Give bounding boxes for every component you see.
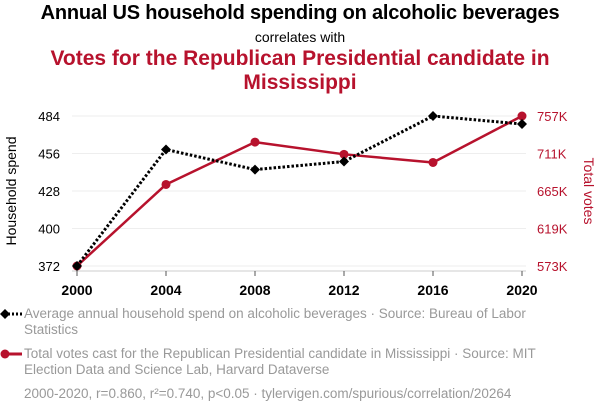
x-axis-ticks: 2000 2004 2008 2012 2016 2020: [61, 271, 538, 298]
y-right-tick-label: 757K: [537, 109, 568, 124]
grid-lines: [72, 115, 526, 267]
y-right-tick-label: 573K: [537, 259, 568, 274]
y-left-tick-label: 372: [38, 259, 60, 274]
x-tick-label: 2016: [417, 282, 448, 298]
votes-point: [161, 179, 171, 189]
chart-area: 2000 2004 2008 2012 2016 2020 372 400 428 456 484…: [3, 109, 597, 298]
x-tick-label: 2004: [150, 282, 181, 298]
y-right-tick-label: 711K: [537, 147, 567, 162]
x-tick-label: 2020: [506, 282, 537, 298]
legend-item-votes: Total votes cast for the Republican Pres…: [0, 346, 544, 378]
legend-diamond-dotted-icon: [0, 309, 22, 319]
household-spend-line: [75, 114, 523, 267]
household-spend-point: [161, 144, 171, 155]
household-spend-point: [339, 156, 349, 167]
y-axis-right-ticks: 573K 619K 665K 711K 757K: [537, 109, 568, 274]
votes-point: [428, 157, 438, 167]
x-tick-label: 2012: [328, 282, 359, 298]
y-left-tick-label: 484: [38, 109, 60, 124]
y-left-tick-label: 400: [38, 222, 60, 237]
chart-title: Annual US household spending on alcoholi…: [40, 2, 560, 24]
household-spend-point: [72, 261, 82, 271]
chart-footer: 2000-2020, r=0.860, r²=0.740, p<0.05 · t…: [24, 386, 512, 401]
household-spend-point: [428, 111, 438, 121]
y-right-tick-label: 619K: [537, 222, 568, 237]
y-axis-left-label: Household spend: [3, 137, 19, 246]
chart-subtitle: correlates with: [254, 29, 346, 45]
legend-item-household-spend: Average annual household spend on alcoho…: [0, 306, 544, 338]
votes-line: [76, 114, 523, 267]
y-axis-right-label: Total votes: [581, 158, 597, 225]
votes-point: [250, 137, 260, 147]
legend-label-votes: Total votes cast for the Republican Pres…: [24, 346, 536, 377]
y-axis-left-ticks: 372 400 428 456 484: [38, 109, 60, 274]
x-tick-label: 2000: [61, 282, 92, 298]
y-right-tick-label: 665K: [537, 184, 568, 199]
household-spend-point: [250, 164, 260, 175]
y-left-tick-label: 456: [38, 147, 60, 162]
series-household-spend: [72, 111, 527, 271]
legend-label-household-spend: Average annual household spend on alcoho…: [24, 306, 526, 337]
votes-point: [339, 149, 349, 159]
chart-title-secondary: Votes for the Republican Presidential ca…: [50, 47, 550, 94]
x-tick-label: 2008: [239, 282, 270, 298]
votes-point: [517, 111, 527, 121]
y-left-tick-label: 428: [38, 184, 60, 199]
legend-circle-line-icon: [0, 349, 22, 359]
household-spend-point: [517, 119, 527, 130]
